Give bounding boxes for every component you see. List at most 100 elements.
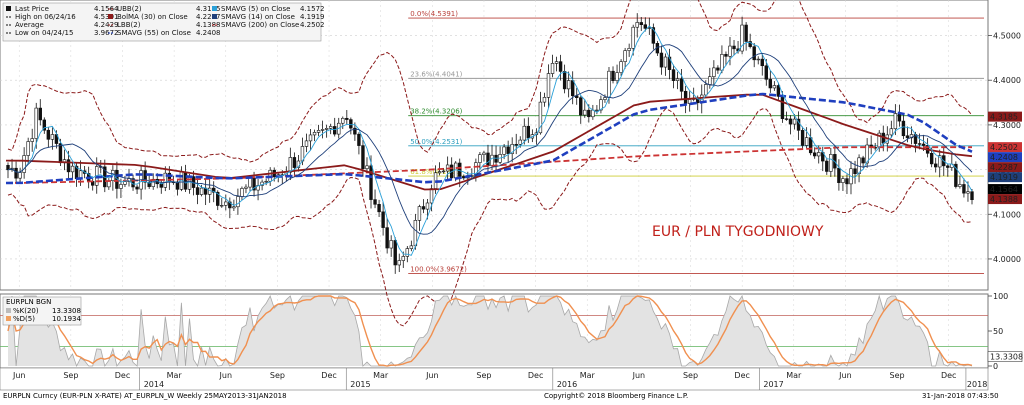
- candle-body: [147, 181, 151, 187]
- candle-body: [429, 188, 434, 204]
- candle-body: [720, 54, 724, 71]
- candle-body: [938, 155, 942, 168]
- candle-body: [804, 137, 809, 146]
- candle-body: [704, 84, 708, 96]
- candle-body: [207, 187, 212, 195]
- candle-body: [119, 184, 123, 189]
- candle-body: [587, 109, 591, 118]
- candle-body: [50, 134, 55, 140]
- candle-body: [312, 132, 317, 136]
- time-axis: Jun Sep Dec Mar Jun Sep Dec Mar Jun Sep Dec Mar Jun S…: [0, 367, 989, 391]
- candle-body: [34, 107, 38, 139]
- candle-body: [712, 67, 716, 77]
- candle-body: [853, 168, 857, 174]
- candle-body: [724, 54, 728, 57]
- legend-value: 4.1564: [94, 5, 119, 13]
- price-tag: [988, 162, 1022, 173]
- price-tick-label: 4.1000: [993, 210, 1021, 219]
- price-tag-label: 4.1564: [990, 185, 1018, 194]
- candle-body: [264, 180, 268, 183]
- candle-body: [732, 45, 736, 50]
- candle-body: [320, 129, 325, 131]
- candle-body: [946, 165, 950, 168]
- candle-body: [909, 134, 914, 139]
- month-label: Mar: [580, 371, 596, 380]
- candle-body: [788, 118, 793, 125]
- candle-body: [240, 188, 244, 197]
- price-tag-label: 4.2408: [990, 153, 1018, 162]
- legend-label: SMAVG (55) on Close: [117, 29, 191, 37]
- candle-body: [316, 130, 321, 133]
- candle-body: [893, 113, 898, 130]
- candle-body: [425, 202, 430, 210]
- legend-value: 4.1388: [196, 21, 221, 29]
- candle-body: [377, 203, 381, 213]
- candle-body: [437, 171, 442, 174]
- candle-body: [970, 191, 974, 200]
- candle-body: [14, 167, 18, 179]
- candle-body: [183, 171, 188, 190]
- candle-body: [611, 70, 615, 81]
- candle-body: [353, 127, 357, 135]
- candle-body: [675, 78, 680, 81]
- fibonacci-levels: 0.0%(4.5391) 23.6%(4.4041) 38.2%(4.3206) 50…: [408, 10, 984, 275]
- oscillator-tick-label: 100: [993, 292, 1008, 301]
- candle-body: [490, 154, 494, 167]
- candle-body: [901, 120, 906, 137]
- candle-body: [401, 256, 405, 261]
- candle-body: [365, 165, 369, 169]
- candle-body: [562, 71, 567, 90]
- candle-body: [405, 248, 410, 257]
- candle-body: [607, 70, 611, 98]
- oscillator-tag: [987, 351, 1023, 362]
- fib-level-label: 61.8%(4.1856): [410, 168, 462, 176]
- candle-body: [175, 181, 180, 190]
- candle-body: [603, 97, 607, 100]
- candle-body: [510, 144, 514, 154]
- legend-value: 4.2502: [300, 21, 325, 29]
- year-label: 2017: [763, 380, 783, 389]
- candle-body: [558, 61, 563, 72]
- price-tick-label: 4.0000: [993, 255, 1021, 264]
- candle-body: [232, 206, 236, 209]
- candle-body: [861, 157, 865, 164]
- candle-body: [546, 73, 551, 98]
- candle-body: [958, 184, 962, 187]
- legend-label: SMAVG (14) on Close: [221, 13, 295, 21]
- legend-label: High on 06/24/16: [15, 13, 76, 21]
- candle-body: [199, 187, 204, 195]
- candle-body: [566, 80, 571, 90]
- candle-body: [369, 165, 373, 200]
- d-line-value: 10.1934: [52, 315, 81, 323]
- ma-line: [5, 92, 973, 185]
- candle-body: [623, 50, 627, 62]
- candle-body: [837, 167, 841, 183]
- fib-level-label: 50.0%(4.2531): [410, 138, 462, 146]
- candle-body: [421, 206, 426, 210]
- month-label: Jun: [425, 371, 439, 380]
- month-label: Mar: [167, 371, 183, 380]
- candle-body: [236, 196, 240, 208]
- year-label: 2014: [144, 380, 164, 389]
- legend-label: Average: [15, 21, 44, 29]
- candle-body: [458, 162, 462, 177]
- short-ma-line: [7, 25, 973, 256]
- month-label: Dec: [321, 371, 336, 380]
- legend-swatch: [6, 6, 11, 11]
- main-plot-area: [0, 0, 989, 291]
- candle-body: [929, 152, 934, 165]
- candle-body: [212, 187, 216, 193]
- candle-body: [744, 24, 748, 42]
- candle-body: [18, 172, 22, 179]
- chart-title: EUR / PLN TYGODNIOWY: [652, 224, 824, 240]
- candle-body: [308, 134, 313, 142]
- candle-body: [486, 152, 490, 167]
- candle-body: [841, 178, 845, 183]
- candle-body: [538, 101, 543, 134]
- legend-value: 4.2408: [196, 29, 221, 37]
- candle-body: [776, 85, 781, 97]
- candle-body: [748, 41, 752, 47]
- candle-body: [954, 163, 958, 187]
- candle-body: [554, 61, 559, 64]
- candle-body: [195, 187, 200, 195]
